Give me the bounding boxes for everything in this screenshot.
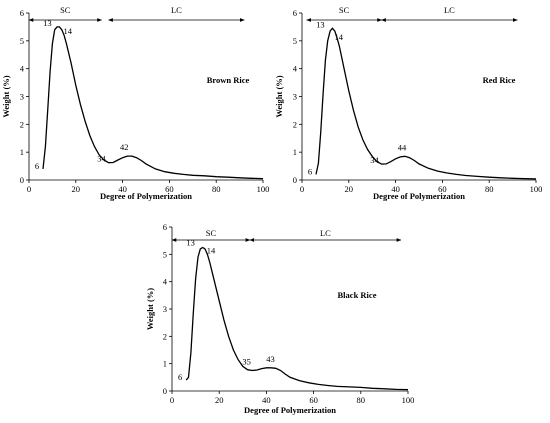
brown-rice-y-tick-label: 6 <box>20 8 24 18</box>
red-rice-annotation: 14 <box>335 32 344 42</box>
red-rice-x-tick-label: 20 <box>345 184 354 194</box>
brown-rice-x-tick-label: 0 <box>27 184 31 194</box>
brown-rice-series-line <box>42 26 264 180</box>
black-rice-annotation: 14 <box>207 246 216 256</box>
brown-rice-y-axis-title: Weight (%) <box>1 75 11 117</box>
brown-rice-range-label-lc: LC <box>171 5 182 15</box>
black-rice-annotation: 43 <box>266 354 275 364</box>
red-rice-y-tick-label: 2 <box>293 119 297 129</box>
red-rice-y-axis-title: Weight (%) <box>274 75 284 117</box>
black-rice-x-tick-label: 20 <box>215 395 224 405</box>
brown-rice-x-tick-label: 80 <box>212 184 221 194</box>
red-rice-x-tick-label: 40 <box>391 184 400 194</box>
black-rice-x-axis-title: Degree of Polymerization <box>244 405 336 415</box>
red-rice-y-tick-label: 6 <box>293 8 297 18</box>
black-rice-y-axis-title: Weight (%) <box>145 288 155 330</box>
brown-rice-x-tick-label: 40 <box>118 184 127 194</box>
black-rice-x-tick-label: 60 <box>309 395 318 405</box>
black-rice-annotation: 35 <box>242 357 251 367</box>
red-rice-y-tick-label: 4 <box>293 64 298 74</box>
black-rice-y-tick-label: 1 <box>163 359 167 369</box>
brown-rice-y-tick-label: 5 <box>20 36 24 46</box>
black-rice-y-tick-label: 6 <box>163 222 167 232</box>
red-rice-x-tick-label: 60 <box>438 184 447 194</box>
red-rice-x-tick-label: 100 <box>530 184 543 194</box>
black-rice-range-label-sc: SC <box>206 228 217 238</box>
brown-rice-x-tick-label: 60 <box>165 184 174 194</box>
red-rice-x-axis-title: Degree of Polymerization <box>373 191 465 201</box>
black-rice-range-label-lc: LC <box>320 228 331 238</box>
brown-rice-annotation: 42 <box>120 142 129 152</box>
brown-rice-annotation: 13 <box>43 18 52 28</box>
brown-rice-x-axis-title: Degree of Polymerization <box>100 191 192 201</box>
red-rice-title: Red Rice <box>483 75 516 85</box>
brown-rice-y-tick-label: 0 <box>20 175 24 185</box>
black-rice-annotation: 6 <box>178 372 182 382</box>
red-rice-y-tick-label: 0 <box>293 175 297 185</box>
brown-rice-y-tick-label: 1 <box>20 147 24 157</box>
red-rice-y-tick-label: 3 <box>293 92 297 102</box>
red-rice-series-line <box>315 27 537 180</box>
red-rice-x-tick-label: 80 <box>485 184 494 194</box>
black-rice-x-tick-label: 0 <box>170 395 174 405</box>
brown-rice-x-tick-label: 20 <box>72 184 81 194</box>
red-rice-y-tick-label: 5 <box>293 36 297 46</box>
red-rice-range-label-lc: LC <box>444 5 455 15</box>
brown-rice-title: Brown Rice <box>207 75 250 85</box>
red-rice-y-tick-label: 1 <box>293 147 297 157</box>
red-rice-range-label-sc: SC <box>339 5 350 15</box>
brown-rice-y-tick-label: 4 <box>20 64 25 74</box>
brown-rice-y-tick-label: 3 <box>20 92 24 102</box>
brown-rice-range-label-sc: SC <box>60 5 71 15</box>
black-rice-series-line <box>185 246 409 391</box>
black-rice-x-tick-label: 80 <box>357 395 366 405</box>
black-rice-x-tick-label: 100 <box>402 395 415 405</box>
brown-rice-annotation: 14 <box>64 26 73 36</box>
brown-rice-annotation: 34 <box>97 154 106 164</box>
black-rice-x-tick-label: 40 <box>262 395 271 405</box>
black-rice-y-tick-label: 3 <box>163 304 167 314</box>
red-rice-annotation: 44 <box>398 142 407 152</box>
red-rice-x-tick-label: 0 <box>300 184 304 194</box>
brown-rice-y-tick-label: 2 <box>20 119 24 129</box>
black-rice-y-tick-label: 4 <box>163 277 168 287</box>
black-rice-title: Black Rice <box>338 290 377 300</box>
red-rice-annotation: 13 <box>316 19 325 29</box>
black-rice-y-tick-label: 0 <box>163 386 167 396</box>
black-rice-y-tick-label: 2 <box>163 331 167 341</box>
black-rice-y-tick-label: 5 <box>163 249 167 259</box>
brown-rice-annotation: 6 <box>35 161 39 171</box>
black-rice-annotation: 13 <box>186 238 195 248</box>
red-rice-annotation: 6 <box>308 166 312 176</box>
red-rice-annotation: 34 <box>370 155 379 165</box>
brown-rice-x-tick-label: 100 <box>257 184 270 194</box>
